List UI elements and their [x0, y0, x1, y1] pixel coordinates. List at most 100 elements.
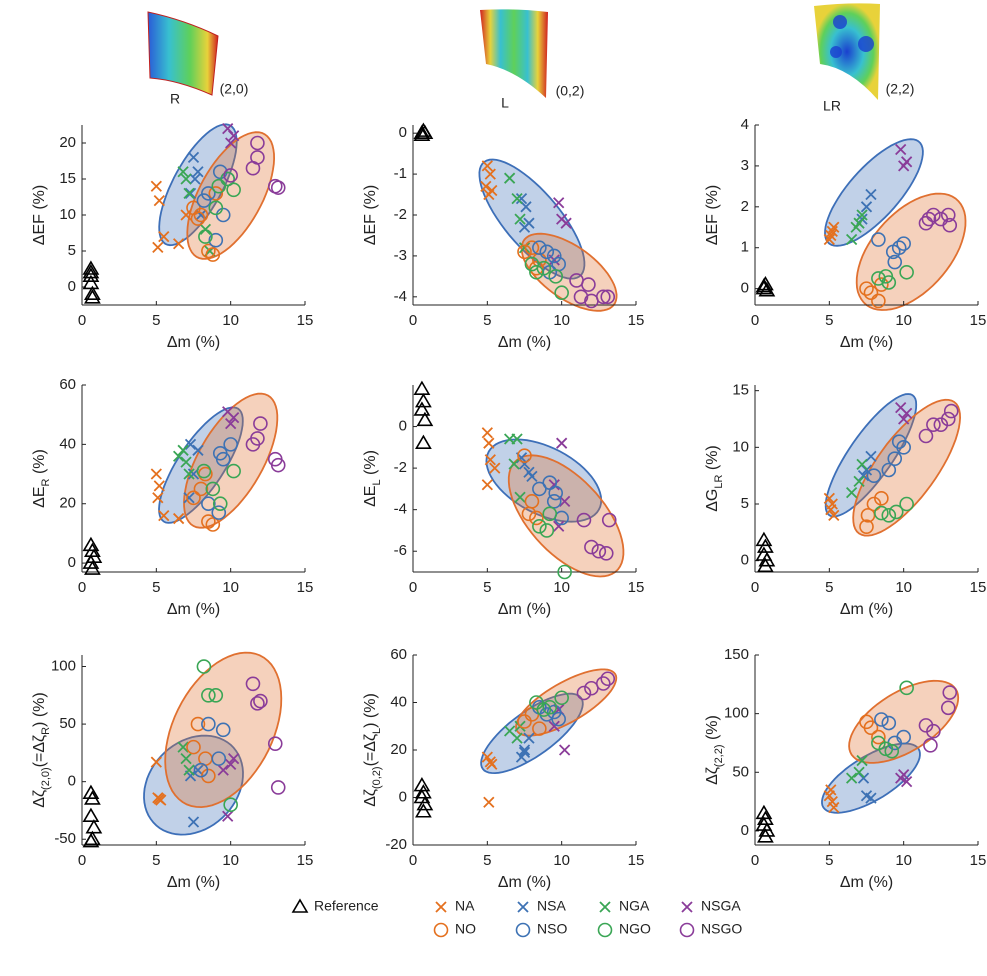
circle-marker [546, 494, 562, 509]
cross-marker [183, 764, 195, 776]
circle-marker [557, 564, 572, 580]
legend-item: Reference [291, 898, 379, 914]
circle-marker [874, 712, 889, 727]
circle-marker [267, 736, 283, 751]
cross-marker [177, 741, 189, 753]
y-tick-label: 100 [51, 657, 76, 674]
y-tick-label: 20 [59, 134, 76, 151]
legend-marker [597, 922, 613, 938]
circle-marker [190, 716, 206, 732]
y-tick-label: 0 [68, 773, 76, 790]
circle-marker [201, 688, 216, 703]
x-tick-label: 5 [152, 312, 160, 329]
mode-index: (2,2) [886, 81, 915, 97]
cross-marker [187, 816, 200, 828]
circle-marker [859, 281, 874, 296]
legend-item: NSGA [681, 898, 741, 914]
circle-marker [253, 693, 268, 709]
y-axis-label: ΔEF (%) [362, 185, 379, 245]
circle-marker [250, 150, 265, 165]
reference-marker [415, 434, 432, 449]
reference-marker [82, 554, 100, 569]
x-tick-label: 5 [152, 579, 160, 596]
cross-marker [480, 180, 492, 193]
legend-label: NSGO [701, 921, 742, 937]
circle-marker [866, 468, 882, 483]
cross-marker [153, 480, 165, 492]
y-label-part: (%) [362, 450, 379, 479]
mode-label: R [170, 91, 180, 107]
circle-marker [208, 186, 224, 201]
y-label-part: (2,0) [40, 767, 52, 790]
circle-marker [940, 411, 956, 427]
legend-marker [681, 901, 693, 913]
x-tick-label: 15 [970, 852, 987, 869]
circle-marker [863, 720, 879, 736]
circle-marker [532, 240, 547, 256]
confidence-ellipse [164, 651, 283, 809]
mode-index: (2,0) [220, 81, 249, 97]
circle-marker [942, 685, 958, 700]
y-axis-label: ΔGLR (%) [704, 445, 725, 512]
cross-marker [183, 187, 195, 200]
y-axis-label: ΔEF (%) [31, 185, 48, 245]
reference-marker [84, 542, 101, 558]
circle-marker [891, 434, 907, 449]
x-tick-label: 5 [483, 312, 491, 329]
cross-marker [180, 752, 192, 765]
circle-marker [926, 723, 941, 739]
x-tick-label: 5 [483, 852, 491, 869]
circle-marker [220, 171, 235, 187]
circle-marker [896, 729, 911, 745]
y-tick-label: 60 [59, 376, 76, 393]
reference-marker [85, 819, 103, 834]
circle-marker [888, 504, 904, 520]
x-axis-label: Δm (%) [840, 334, 893, 351]
y-axis-label: ΔEF (%) [704, 185, 721, 245]
circle-marker [874, 491, 889, 506]
circle-marker [211, 505, 227, 520]
cross-marker [184, 187, 197, 200]
circle-marker [532, 481, 547, 497]
y-tick-label: -4 [394, 501, 407, 518]
reference-marker [755, 278, 773, 293]
circle-marker [881, 508, 897, 523]
cross-marker [511, 433, 523, 445]
circle-marker [871, 232, 886, 247]
circle-marker [926, 417, 941, 432]
legend-item: NGO [597, 921, 651, 938]
circle-marker [223, 797, 238, 812]
y-label-part: (=Δζ [31, 735, 48, 767]
x-axis-label: Δm (%) [498, 874, 551, 891]
y-tick-label: 40 [59, 435, 76, 452]
y-tick-label: 15 [59, 170, 76, 187]
reference-marker [758, 822, 776, 837]
legend-label: NSGA [701, 898, 741, 914]
y-tick-label: 0 [741, 552, 749, 569]
circle-marker [208, 688, 224, 703]
cross-marker [228, 412, 240, 424]
reference-marker [413, 380, 431, 395]
circle-marker [211, 178, 227, 194]
cross-marker [518, 746, 531, 759]
cross-marker [553, 197, 565, 209]
y-tick-label: -50 [54, 830, 76, 847]
y-axis-label: ΔEL (%) [362, 450, 383, 507]
x-tick-label: 10 [222, 579, 239, 596]
legend-marker [679, 922, 695, 938]
x-tick-label: 10 [553, 312, 570, 329]
x-tick-label: 15 [970, 579, 987, 596]
legend-marker [515, 922, 531, 938]
y-tick-label: 20 [390, 741, 407, 758]
cross-marker [225, 758, 237, 771]
x-tick-label: 10 [553, 579, 570, 596]
circle-marker [595, 676, 611, 691]
x-tick-label: 5 [152, 852, 160, 869]
y-tick-label: -3 [394, 247, 407, 264]
cross-marker [508, 458, 520, 470]
cross-marker [187, 151, 200, 164]
circle-marker [193, 207, 209, 223]
circle-marker [598, 545, 614, 561]
y-axis-label: ΔER (%) [31, 449, 52, 508]
cross-marker [825, 784, 837, 796]
